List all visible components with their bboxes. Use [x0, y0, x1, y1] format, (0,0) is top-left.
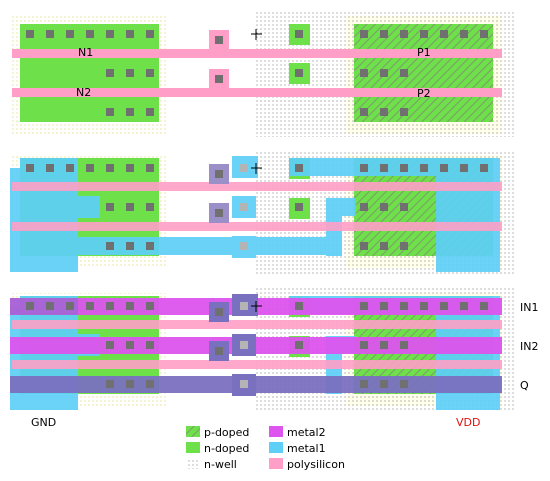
crosshair-3 [251, 301, 262, 312]
n-doped-region-1 [20, 24, 159, 122]
poly-line-1 [12, 49, 502, 58]
label-gnd: GND [31, 416, 56, 429]
poly-line-5 [12, 320, 502, 329]
label-in2: IN2 [520, 340, 538, 353]
legend-label-n-doped: n-doped [204, 442, 249, 455]
panel-1: N1 N2 P1 P2 [12, 12, 516, 137]
legend-label-polysilicon: polysilicon [287, 458, 345, 471]
contacts-2 [26, 164, 488, 250]
m1-contacts-3 [240, 302, 248, 388]
poly-line-4 [12, 222, 502, 231]
legend-swatch-n-well [186, 458, 200, 469]
label-vdd: VDD [456, 416, 480, 429]
legend-swatch-metal1 [269, 442, 283, 453]
panel-2 [10, 150, 516, 274]
poly-line-3 [12, 182, 502, 191]
contacts-1 [26, 30, 488, 116]
label-n2: N2 [76, 86, 91, 99]
label-in1: IN1 [520, 301, 538, 314]
crosshair-2 [251, 163, 262, 174]
legend-swatch-metal2 [269, 426, 283, 437]
legend-label-metal2: metal2 [287, 426, 326, 439]
legend-label-n-well: n-well [204, 458, 237, 471]
label-p2: P2 [417, 87, 431, 100]
label-q: Q [520, 379, 529, 392]
legend-swatch-p-doped [186, 426, 200, 437]
m1-contacts-2 [240, 164, 248, 250]
contacts-3 [26, 302, 488, 388]
p-doped-region-1 [354, 24, 493, 122]
poly-line-6 [12, 360, 502, 369]
label-n1: N1 [78, 46, 93, 59]
legend-swatch-polysilicon [269, 458, 283, 469]
label-p1: P1 [417, 46, 431, 59]
legend-label-p-doped: p-doped [204, 426, 249, 439]
legend-swatch-n-doped [186, 442, 200, 453]
panel-3: IN1 IN2 Q GND VDD [10, 288, 538, 429]
crosshair-1 [251, 29, 262, 40]
legend-label-metal1: metal1 [287, 442, 326, 455]
legend: p-doped n-doped n-well metal2 metal1 pol… [186, 426, 345, 471]
poly-line-2 [12, 88, 502, 97]
